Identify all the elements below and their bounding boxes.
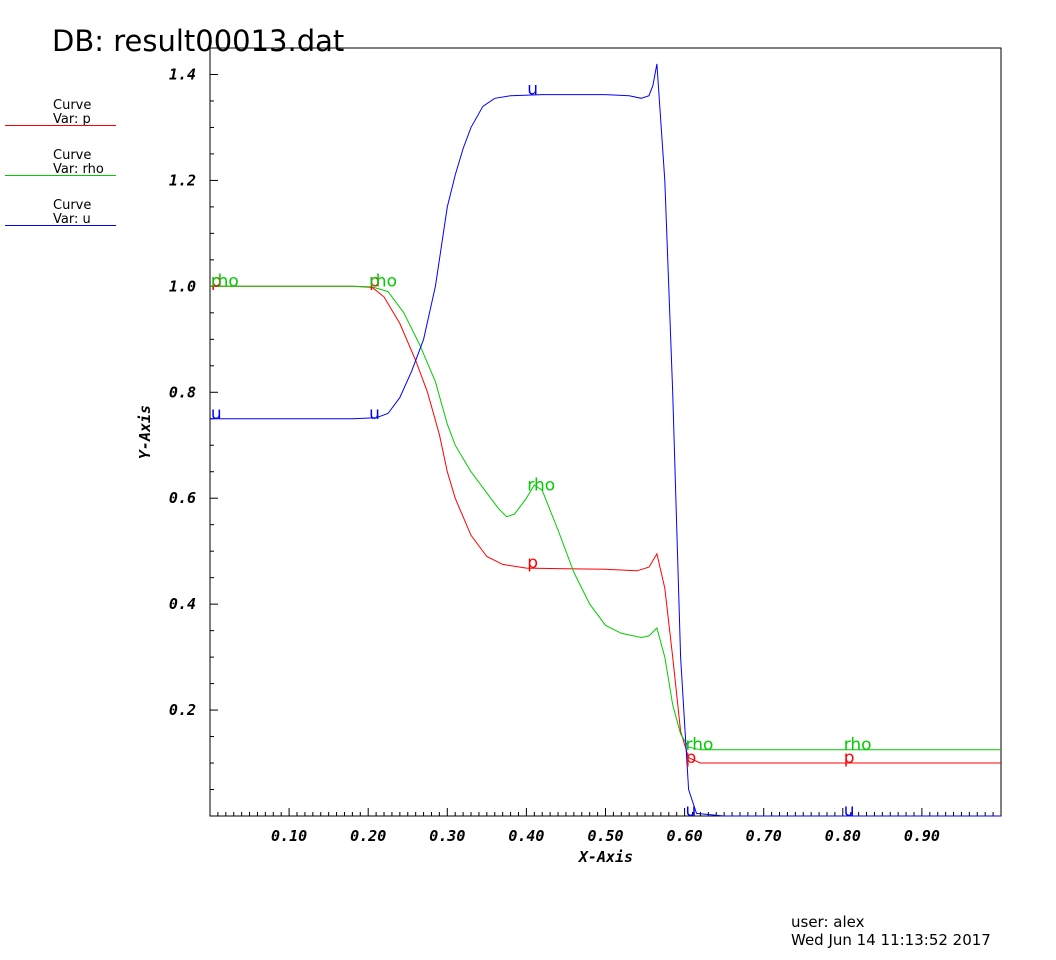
y-tick-label: 1.4 [169, 65, 196, 83]
series-line-rho [210, 285, 1001, 751]
legend-swatch-rho [5, 175, 116, 176]
legend-label: Curve [53, 148, 92, 163]
curve-label-rho: rho [527, 475, 555, 495]
x-tick-label: 0.80 [825, 827, 861, 845]
legend-var: Var: rho [53, 162, 104, 177]
y-tick-label: 0.8 [169, 383, 196, 401]
y-axis-title: Y-Axis [136, 405, 154, 459]
y-tick-label: 0.2 [169, 701, 196, 719]
curve-label-u: u [686, 801, 697, 821]
legend-swatch-p [5, 125, 116, 126]
curve-label-rho: rho [211, 271, 239, 291]
db-title: DB: result00013.dat [52, 24, 345, 58]
curve-label-u: u [527, 80, 538, 100]
legend-swatch-u [5, 225, 116, 226]
plot-frame [209, 47, 1002, 817]
curves [210, 63, 1001, 817]
curve-label-p: p [844, 748, 855, 768]
y-tick-label: 0.6 [169, 489, 196, 507]
curve-label-u: u [211, 404, 222, 424]
curve-label-u: u [369, 404, 380, 424]
legend-label: Curve [53, 98, 92, 113]
x-tick-label: 0.30 [429, 827, 465, 845]
y-tick-label: 1.0 [169, 277, 196, 295]
x-tick-label: 0.50 [587, 827, 623, 845]
curve-label-u: u [844, 801, 855, 821]
x-tick-label: 0.60 [667, 827, 703, 845]
curve-label-p: p [369, 271, 380, 291]
timestamp: Wed Jun 14 11:13:52 2017 [791, 931, 991, 949]
curve-label-p: p [527, 553, 538, 573]
curve-label-rho: rho [369, 271, 397, 291]
x-tick-label: 0.20 [350, 827, 386, 845]
curve-label-p: p [211, 271, 222, 291]
series-line-p [210, 285, 1001, 764]
axis-ticks: 0.10 0.20 0.30 0.40 0.50 0.60 0.70 0.80 0.90 0.2 0… [169, 65, 994, 845]
x-tick-label: 0.90 [904, 827, 940, 845]
x-tick-label: 0.70 [746, 827, 782, 845]
y-tick-label: 1.2 [169, 171, 196, 189]
legend-var: Var: u [53, 212, 91, 227]
curve-label-rho: rho [686, 735, 714, 755]
y-tick-label: 0.4 [169, 595, 196, 613]
x-tick-label: 0.10 [271, 827, 307, 845]
user-label: user: alex [791, 913, 865, 931]
legend-label: Curve [53, 198, 92, 213]
x-tick-label: 0.40 [508, 827, 544, 845]
series-line-u [210, 63, 1001, 817]
curve-label-p: p [686, 748, 697, 768]
legend-var: Var: p [53, 112, 91, 127]
x-axis-title: X-Axis [577, 848, 633, 866]
curve-label-rho: rho [844, 735, 872, 755]
